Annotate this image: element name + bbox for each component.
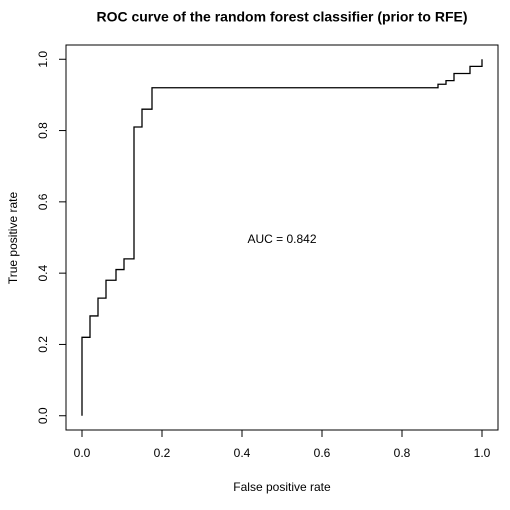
x-tick-label: 0.6 (314, 446, 331, 460)
y-axis-label: True positive rate (6, 192, 20, 285)
x-tick-label: 0.4 (234, 446, 251, 460)
y-tick-label: 1.0 (36, 51, 50, 68)
y-tick-label: 0.8 (36, 122, 50, 139)
x-axis-label: False positive rate (233, 480, 331, 494)
chart-title: ROC curve of the random forest classifie… (96, 9, 467, 25)
y-tick-label: 0.2 (36, 336, 50, 353)
annotation: AUC = 0.842 (247, 232, 316, 246)
roc-line (81, 59, 483, 416)
y-tick-label: 0.0 (36, 407, 50, 424)
y-tick-label: 0.4 (36, 264, 50, 281)
y-tick-label: 0.6 (36, 193, 50, 210)
x-tick-label: 0.0 (74, 446, 91, 460)
x-tick-label: 0.2 (154, 446, 171, 460)
x-tick-label: 1.0 (474, 446, 491, 460)
x-tick-label: 0.8 (394, 446, 411, 460)
